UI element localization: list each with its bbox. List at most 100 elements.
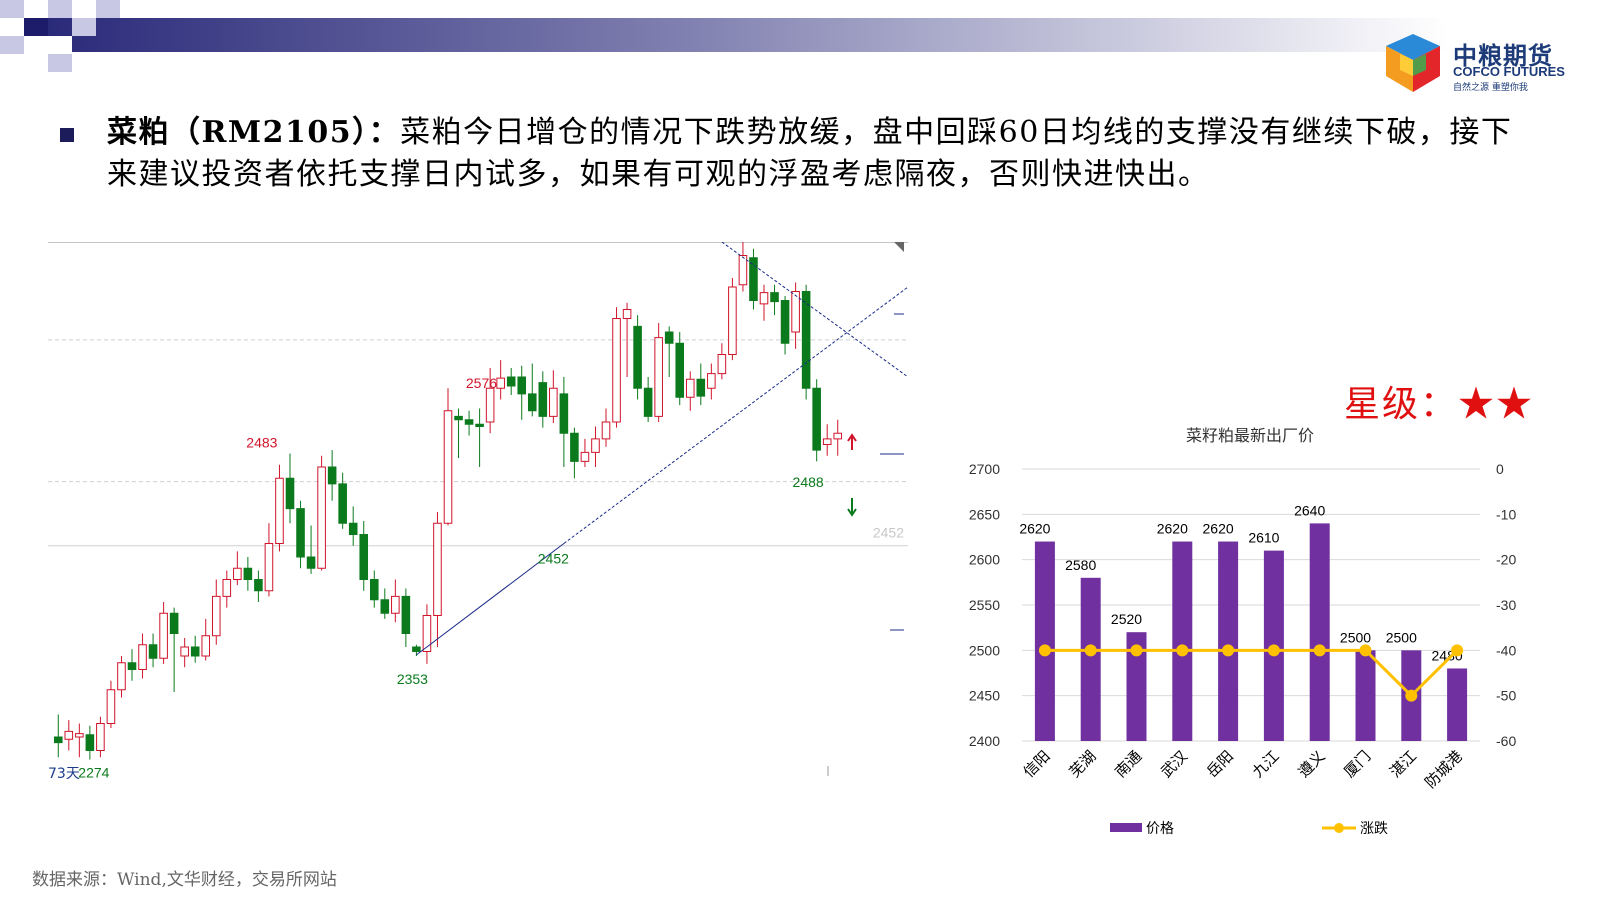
candle [812,379,821,462]
candle-body [591,438,600,453]
candle-body [85,734,95,751]
category-label: 岳阳 [1203,747,1237,781]
candle-body [759,292,769,305]
corner-marker-icon [894,242,904,252]
legend-line-marker [1334,823,1344,833]
category-label: 九江 [1249,747,1283,781]
y2-tick-label: -20 [1496,552,1516,568]
candle [211,579,221,645]
candle-body [338,483,347,524]
candle [517,365,527,420]
category-label: 遵义 [1295,747,1329,781]
candle [380,588,390,619]
days-label: 73天 [48,766,80,782]
category-label: 厦门 [1340,747,1374,781]
candle [612,307,621,428]
candle-body [675,342,685,398]
rating-stars: ★★ [1458,384,1535,425]
change-point [1176,644,1189,657]
candle-body [464,419,474,425]
candle-body [412,646,421,652]
change-point [1451,644,1464,657]
price-bar [1172,541,1193,741]
candle [443,388,453,526]
candle-body [517,376,527,395]
legend-line-label: 涨跌 [1360,821,1388,837]
change-point [1038,644,1051,657]
candle [243,557,253,591]
candle [285,453,295,524]
candle [759,284,769,321]
candle [506,368,516,395]
candle [591,426,600,467]
candle-body [180,646,189,657]
candle-body [570,432,579,462]
price-bar [1080,577,1101,741]
candle [401,588,411,647]
price-annotation: 2353 [397,671,428,687]
support-trend-line [416,543,565,656]
candle-body [317,466,326,569]
candle-body [369,579,379,601]
candle-body [159,612,168,659]
candle-body [601,421,611,440]
candle-body [770,292,779,303]
bullet-square-icon [60,128,74,142]
price-bar [1447,668,1468,741]
candle [75,723,84,758]
candle-body [696,378,706,397]
candle [138,633,147,679]
category-label: 武汉 [1157,747,1191,781]
bar-value-label: 2500 [1386,629,1417,645]
logo-name-cn: 中粮期货 [1453,42,1553,70]
candle [117,656,126,698]
candle [422,604,432,664]
candle-body [348,522,358,535]
candle [538,371,548,428]
candle [201,618,211,661]
candle [222,570,232,608]
candle [85,725,95,760]
candle-body [580,451,590,462]
candle-body [633,325,642,389]
candle-body [327,466,337,485]
candle [254,570,263,602]
candle [475,408,484,467]
candle-body [106,689,116,724]
candle-body [243,567,253,580]
candle-body [654,337,663,417]
y2-tick-label: 0 [1496,461,1504,477]
rating-label: 星级： [1344,384,1459,425]
candle-body [664,331,674,344]
candle-body [506,376,516,387]
candle-body [359,534,369,580]
candle-body [201,635,211,657]
price-bar [1218,541,1239,741]
candle [485,368,495,434]
candle [327,450,337,501]
category-label: 湛江 [1386,747,1420,781]
candle-body [454,415,463,421]
candle-body [96,723,105,751]
candle [190,635,200,663]
candle-body [738,255,748,286]
candle-body [222,579,232,597]
y2-tick-label: -10 [1496,506,1516,522]
candle [622,302,632,377]
candle [159,602,168,664]
candle-body [401,595,411,634]
y2-tick-label: -50 [1496,688,1516,704]
candle [717,343,727,380]
candle-body [780,300,790,344]
candle [348,506,358,546]
up-arrow-icon [847,433,857,450]
candle [496,360,505,400]
price-bar [1355,650,1376,741]
y-tick-label: 2700 [969,461,1000,477]
category-label: 芜湖 [1066,747,1100,781]
candle-body [812,387,821,451]
candle [96,716,105,758]
candle [770,284,779,316]
candle-body [443,410,453,524]
candle [707,363,716,400]
